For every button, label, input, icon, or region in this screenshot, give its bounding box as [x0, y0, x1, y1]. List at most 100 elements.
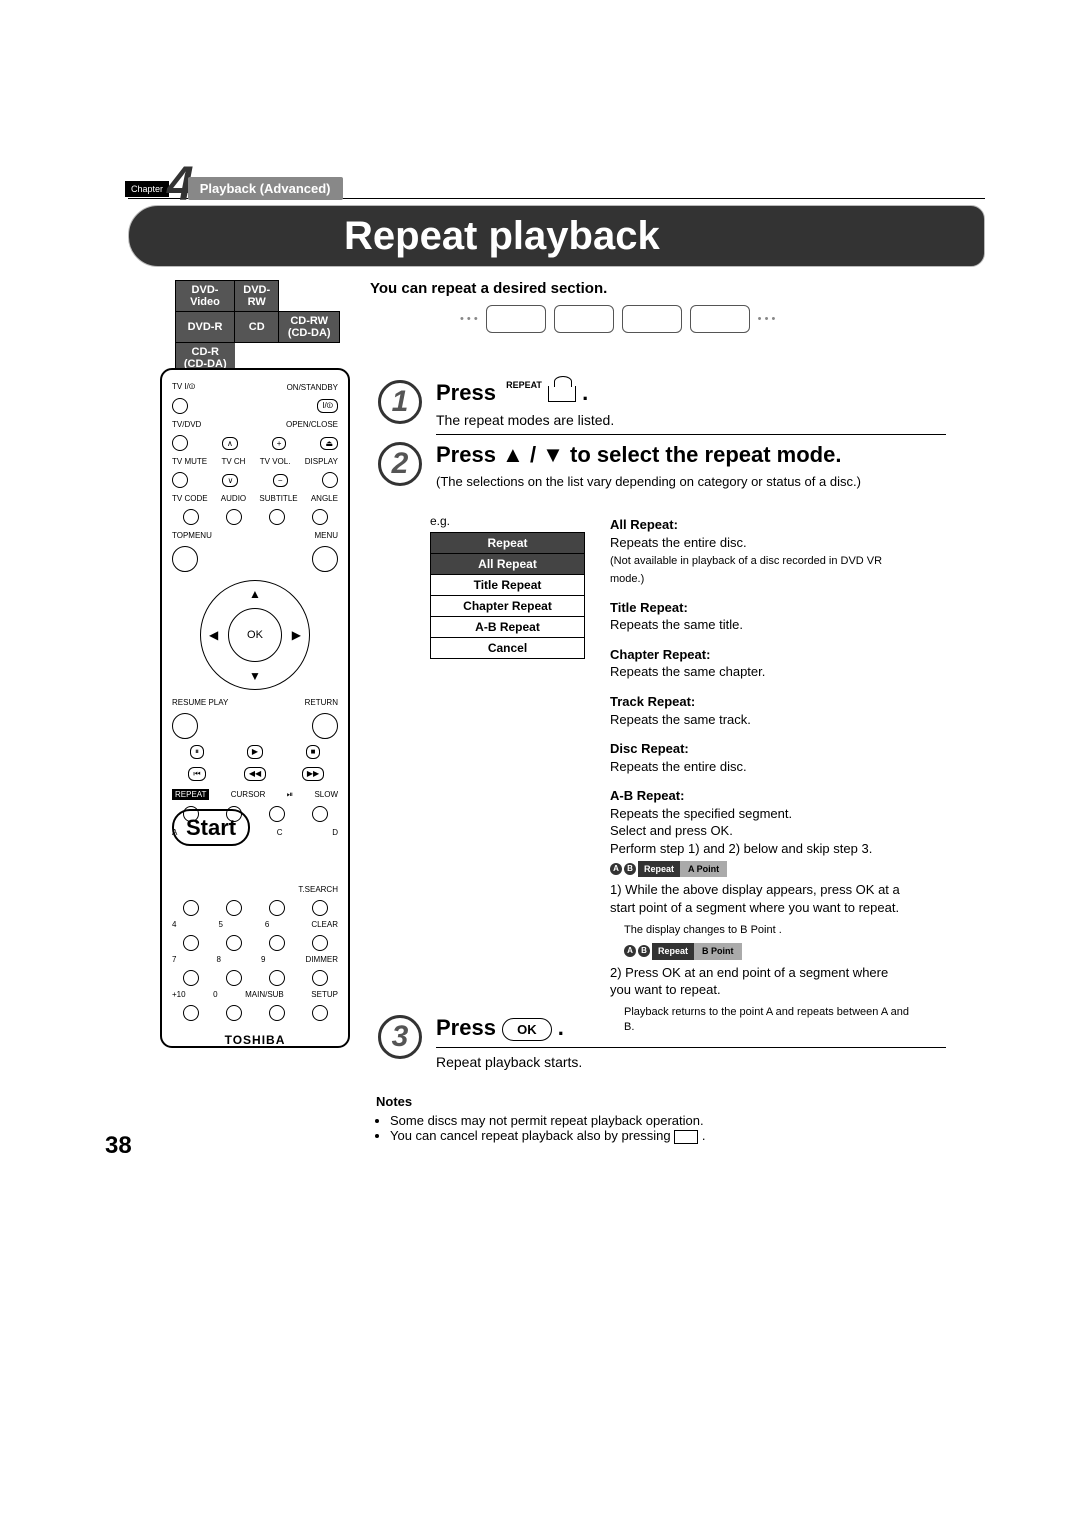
start-callout: Start: [172, 815, 250, 841]
step-sub: (The selections on the list vary dependi…: [436, 474, 946, 489]
menu-item: Title Repeat: [431, 574, 584, 595]
remote-lbl: TV CH: [221, 457, 245, 466]
divider: [436, 434, 946, 435]
remote-lbl: TOPMENU: [172, 531, 212, 540]
step-sub: Repeat playback starts.: [436, 1054, 946, 1070]
remote-btn: [172, 398, 188, 414]
remote-diagram: TV I/⏼ON/STANDBY I/⏼ TV/DVDOPEN/CLOSE ∧ …: [160, 368, 350, 1048]
menu-item: A-B Repeat: [431, 616, 584, 637]
desc-head: Title Repeat:: [610, 600, 688, 615]
menu-item: Chapter Repeat: [431, 595, 584, 616]
repeat-key-icon: [548, 386, 576, 402]
stop-key-icon: [674, 1130, 698, 1144]
desc-head: Disc Repeat:: [610, 741, 689, 756]
step-head: Press: [436, 1015, 496, 1040]
disc-compat-table: DVD-Video DVD-RW DVD-R CD CD-RW (CD-DA) …: [175, 280, 340, 374]
remote-lbl: TV MUTE: [172, 457, 207, 466]
car-icon: [622, 305, 682, 333]
step-head: Press ▲ / ▼ to select the repeat mode.: [436, 442, 946, 468]
remote-btn: ∧: [222, 437, 238, 450]
eg-label: e.g.: [430, 514, 450, 528]
notes-head: Notes: [376, 1094, 412, 1109]
page-number: 38: [105, 1132, 132, 1160]
step-number-icon: 3: [378, 1015, 422, 1059]
notes-section: Notes Some discs may not permit repeat p…: [376, 1094, 916, 1144]
page-title: Repeat playback: [344, 214, 660, 259]
remote-btn: [172, 472, 188, 488]
remote-btn: −: [273, 474, 288, 487]
desc-text: 1) While the above display appears, pres…: [610, 882, 900, 915]
menu-item: Cancel: [431, 637, 584, 658]
nav-ring: ▲ ▼ ◀ ▶ OK: [200, 580, 310, 690]
chapter-section: Playback (Advanced): [188, 177, 343, 200]
remote-lbl: MENU: [314, 531, 338, 540]
remote-btn: ∨: [222, 474, 238, 487]
step-2: 2 Press ▲ / ▼ to select the repeat mode.…: [378, 442, 946, 489]
car-icon: [486, 305, 546, 333]
key-label: REPEAT: [506, 380, 542, 390]
remote-lbl: C: [277, 828, 283, 837]
remote-lbl: ANGLE: [311, 494, 338, 503]
desc-text: Repeats the same title.: [610, 617, 743, 632]
remote-lbl: OPEN/CLOSE: [286, 420, 338, 429]
desc-head: Chapter Repeat:: [610, 647, 710, 662]
desc-text: Select and press OK.: [610, 823, 733, 838]
ab-tag: AB Repeat A Point: [610, 861, 727, 877]
desc-text: Repeats the entire disc.: [610, 759, 747, 774]
remote-lbl: TV CODE: [172, 494, 208, 503]
divider: [436, 1047, 946, 1048]
intro-text: You can repeat a desired section.: [370, 280, 607, 297]
desc-text: 2) Press OK at an end point of a segment…: [610, 965, 888, 998]
desc-note: (Not available in playback of a disc rec…: [610, 555, 882, 585]
remote-lbl: CURSOR: [231, 790, 266, 799]
remote-lbl: SLOW: [314, 790, 338, 799]
desc-head: A-B Repeat:: [610, 788, 684, 803]
remote-lbl: TV VOL.: [260, 457, 291, 466]
remote-btn: [322, 472, 338, 488]
menu-item: All Repeat: [431, 553, 584, 574]
remote-btn: [172, 435, 188, 451]
desc-text: The display changes to B Point .: [624, 923, 910, 938]
page-title-bar: Repeat playback: [128, 205, 985, 267]
remote-lbl: TV I/⏼: [172, 382, 195, 392]
step-head: Press: [436, 380, 496, 405]
car-icon: [554, 305, 614, 333]
note-item: Some discs may not permit repeat playbac…: [390, 1113, 916, 1128]
step-sub: The repeat modes are listed.: [436, 412, 946, 428]
remote-btn: I/⏼: [317, 399, 338, 413]
disc-cell: CD-RW (CD-DA): [279, 312, 340, 343]
remote-lbl: DISPLAY: [305, 457, 338, 466]
remote-btn: +: [272, 437, 287, 450]
remote-lbl: TV/DVD: [172, 420, 201, 429]
step-1: 1 Press REPEAT . The repeat modes are li…: [378, 380, 946, 435]
remote-btn: [172, 546, 198, 572]
note-item: You can cancel repeat playback also by p…: [390, 1128, 916, 1144]
remote-lbl: T.SEARCH: [298, 885, 338, 894]
step-number-icon: 1: [378, 380, 422, 424]
disc-cell: DVD-RW: [235, 281, 279, 312]
step-3: 3 Press OK . Repeat playback starts.: [378, 1015, 946, 1070]
remote-lbl: RESUME PLAY: [172, 698, 228, 707]
chapter-label: Chapter: [125, 181, 169, 197]
menu-header: Repeat: [431, 533, 584, 553]
brand-logo: TOSHIBA: [172, 1033, 338, 1047]
remote-btn: ⏏: [320, 437, 338, 450]
disc-cell: DVD-R: [176, 312, 235, 343]
remote-btn: [312, 546, 338, 572]
remote-lbl: SUBTITLE: [259, 494, 297, 503]
remote-lbl: ON/STANDBY: [287, 383, 338, 392]
desc-text: Repeats the same chapter.: [610, 664, 765, 679]
ab-tag: AB Repeat B Point: [624, 943, 742, 959]
desc-text: Repeats the same track.: [610, 712, 751, 727]
step-number-icon: 2: [378, 442, 422, 486]
remote-lbl-repeat: REPEAT: [172, 789, 209, 800]
ok-button: OK: [228, 608, 282, 662]
desc-text: Repeats the entire disc.: [610, 535, 747, 550]
desc-head: Track Repeat:: [610, 694, 695, 709]
disc-cell: DVD-Video: [176, 281, 235, 312]
remote-lbl: AUDIO: [221, 494, 246, 503]
desc-text: Repeats the specified segment.: [610, 806, 792, 821]
desc-text: Perform step 1) and 2) below and skip st…: [610, 841, 872, 856]
cars-figure: • • • • • •: [460, 305, 775, 333]
remote-lbl: RETURN: [305, 698, 338, 707]
